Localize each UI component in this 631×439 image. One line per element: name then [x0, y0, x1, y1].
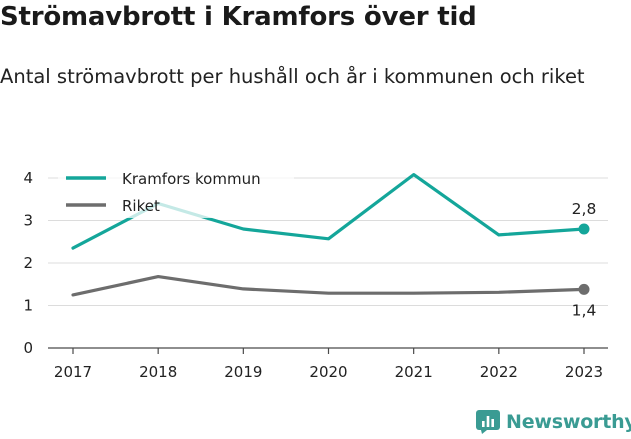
y-tick-label: 1 [23, 297, 33, 315]
y-tick-label: 2 [23, 254, 33, 272]
y-axis-ticks: 0 1 2 3 4 [23, 169, 33, 357]
chart-title: Strömavbrott i Kramfors över tid [0, 2, 477, 32]
legend: Kramfors kommun Riket [58, 166, 294, 218]
x-axis: 2017 2018 2019 2020 2021 2022 2023 [54, 348, 603, 381]
series-line-riket [71, 275, 586, 297]
legend-label: Kramfors kommun [122, 170, 261, 188]
legend-label: Riket [122, 197, 160, 215]
x-tick-label: 2018 [139, 363, 177, 381]
y-tick-label: 3 [23, 212, 33, 230]
x-tick-label: 2017 [54, 363, 92, 381]
brand-name: Newsworthy [506, 411, 631, 433]
end-value-label: 2,8 [572, 200, 597, 218]
chart-subtitle: Antal strömavbrott per hushåll och år i … [0, 65, 585, 88]
y-tick-label: 4 [23, 169, 33, 187]
x-tick-label: 2021 [395, 363, 433, 381]
legend-background [58, 166, 294, 218]
x-tick-label: 2023 [565, 363, 603, 381]
end-markers: 2,8 1,4 [572, 200, 597, 319]
newsworthy-brand: Newsworthy [476, 408, 631, 436]
end-point-marker [578, 223, 590, 235]
x-tick-label: 2022 [480, 363, 518, 381]
end-point-marker [578, 283, 590, 295]
y-tick-label: 0 [23, 339, 33, 357]
end-value-label: 1,4 [572, 301, 597, 319]
x-tick-label: 2020 [309, 363, 347, 381]
x-tick-label: 2019 [224, 363, 262, 381]
newsworthy-logo-icon [476, 410, 500, 434]
